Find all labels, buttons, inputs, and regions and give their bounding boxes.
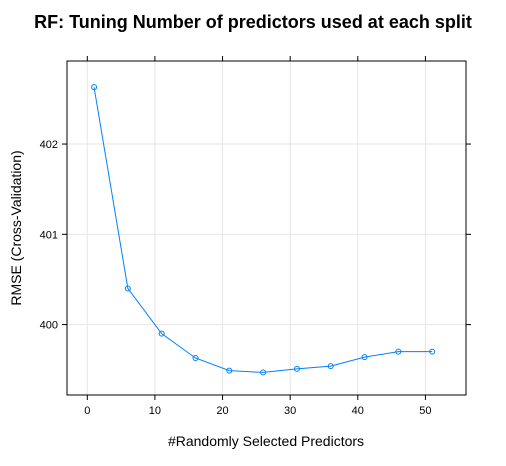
- y-axis-label: RMSE (Cross-Validation): [8, 150, 24, 305]
- chart-title: RF: Tuning Number of predictors used at …: [34, 12, 472, 32]
- data-point: [91, 84, 98, 91]
- data-point: [124, 285, 131, 292]
- y-tick-label: 400: [40, 320, 58, 332]
- x-tick-label: 20: [216, 405, 228, 417]
- series-line: [93, 87, 433, 373]
- tick-labels: 0 10 20 30 40 50 400 401 402: [40, 139, 432, 417]
- x-tick-label: 10: [149, 405, 161, 417]
- x-axis-label: #Randomly Selected Predictors: [168, 433, 364, 449]
- axis-ticks: [62, 56, 471, 400]
- y-tick-label: 401: [40, 229, 58, 241]
- grid: [67, 61, 466, 395]
- data-point: [260, 369, 267, 376]
- x-tick-label: 0: [84, 405, 90, 417]
- data-point: [429, 348, 436, 355]
- data-point: [293, 365, 300, 372]
- x-tick-label: 40: [352, 405, 364, 417]
- series: [91, 84, 436, 376]
- data-point: [192, 354, 199, 361]
- data-point: [158, 330, 165, 337]
- y-tick-label: 402: [40, 139, 58, 151]
- data-point: [395, 348, 402, 355]
- data-point: [226, 367, 233, 374]
- data-point: [361, 354, 368, 361]
- x-tick-label: 50: [419, 405, 431, 417]
- x-tick-label: 30: [284, 405, 296, 417]
- plot-frame: [66, 60, 467, 396]
- data-point: [327, 363, 334, 370]
